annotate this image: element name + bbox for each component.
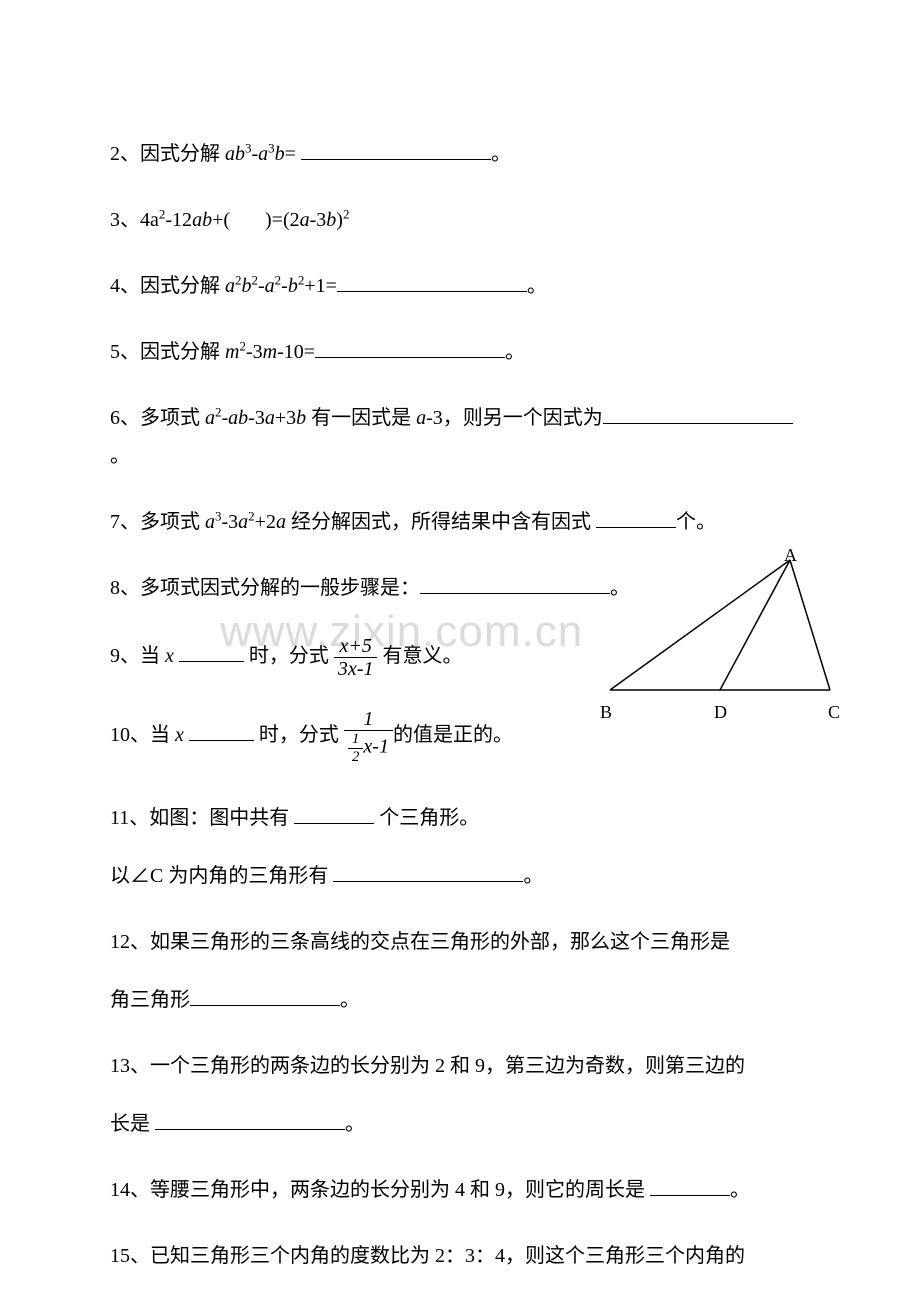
question-12: 12、如果三角形的三条高线的交点在三角形的外部，那么这个三角形是 角三角形 。	[110, 923, 810, 1019]
q2-prefix: 2、因式分解	[110, 143, 225, 165]
question-11: 11、如图：图中共有 个三角形。 以∠C 为内角的三角形有 。	[110, 799, 810, 895]
q7-suffix: 个。	[676, 511, 716, 533]
q10-prefix: 10、当	[110, 724, 175, 746]
triangle-figure: A B C D	[580, 550, 860, 720]
blank	[189, 719, 254, 741]
q4-prefix: 4、因式分解	[110, 275, 225, 297]
q15-text: 15、已知三角形三个内角的度数比为 2：3：4，则这个三角形三个内角的	[110, 1245, 745, 1267]
frac-num: 1	[344, 708, 393, 731]
question-2: 2、因式分解 ab3-a3b= 。	[110, 135, 810, 173]
q11-l1-suffix: 个三角形。	[374, 807, 479, 829]
q2-suffix: 。	[491, 143, 511, 165]
q5-suffix: 。	[505, 341, 525, 363]
blank	[603, 402, 793, 424]
q11-line1: 11、如图：图中共有 个三角形。	[110, 799, 810, 837]
frac-den: 12x-1	[344, 731, 393, 765]
q8-text: 8、多项式因式分解的一般步骤是：	[110, 577, 420, 599]
q5-expr: m2-3m-10=	[225, 341, 315, 363]
q14-text: 14、等腰三角形中，两条边的长分别为 4 和 9，则它的周长是	[110, 1179, 650, 1201]
q9-var: x	[165, 645, 174, 667]
blank	[333, 860, 523, 882]
vertex-d: D	[714, 695, 727, 729]
question-6: 6、多项式 a2-ab-3a+3b 有一因式是 a-3，则另一个因式为。	[110, 399, 810, 475]
q11-l2-prefix: 以∠C 为内角的三角形有	[110, 865, 333, 887]
q11-line2: 以∠C 为内角的三角形有 。	[110, 857, 810, 895]
q4-expr: a2b2-a2-b2+1=	[225, 275, 337, 297]
q6-prefix: 6、多项式	[110, 407, 205, 429]
question-14: 14、等腰三角形中，两条边的长分别为 4 和 9，则它的周长是 。	[110, 1171, 810, 1209]
question-13: 13、一个三角形的两条边的长分别为 2 和 9，第三边为奇数，则第三边的 长是 …	[110, 1047, 810, 1143]
q12-l2-prefix: 角三角形	[110, 989, 190, 1011]
q6-suffix: 。	[110, 445, 130, 467]
fraction: x+53x-1	[334, 635, 378, 680]
q13-line1: 13、一个三角形的两条边的长分别为 2 和 9，第三边为奇数，则第三边的	[110, 1047, 810, 1085]
q9-suffix: 有意义。	[382, 645, 462, 667]
blank	[190, 984, 340, 1006]
q4-suffix: 。	[527, 275, 547, 297]
question-3: 3、4a2-12ab+( )=(2a-3b)2	[110, 201, 810, 239]
q9-mid: 时，分式	[244, 645, 334, 667]
vertex-a: A	[784, 538, 797, 572]
q10-suffix: 的值是正的。	[393, 724, 513, 746]
blank	[650, 1174, 730, 1196]
q7-prefix: 7、多项式	[110, 511, 205, 533]
question-15: 15、已知三角形三个内角的度数比为 2：3：4，则这个三角形三个内角的	[110, 1237, 810, 1275]
blank	[301, 138, 491, 160]
blank	[315, 336, 505, 358]
q2-expr: ab3-a3b=	[225, 143, 301, 165]
q6-expr: a2-ab-3a+3b 有一因式是 a-3，则另一个因式为	[205, 407, 603, 429]
frac-num: x+5	[334, 635, 378, 658]
vertex-b: B	[600, 695, 612, 729]
q12-line2: 角三角形 。	[110, 981, 810, 1019]
q14-suffix: 。	[730, 1179, 750, 1201]
q11-l1-prefix: 11、如图：图中共有	[110, 807, 294, 829]
question-7: 7、多项式 a3-3a2+2a 经分解因式，所得结果中含有因式 个。	[110, 503, 810, 541]
vertex-c: C	[828, 695, 840, 729]
q12-line1: 12、如果三角形的三条高线的交点在三角形的外部，那么这个三角形是	[110, 923, 810, 961]
blank	[155, 1108, 345, 1130]
q11-l2-suffix: 。	[523, 865, 543, 887]
q12-l2-suffix: 。	[340, 989, 360, 1011]
q3-expr: 4a2-12ab+( )=(2a-3b)2	[140, 209, 349, 231]
q13-l2-prefix: 长是	[110, 1113, 155, 1135]
fraction: 112x-1	[344, 708, 393, 765]
q13-line2: 长是 。	[110, 1105, 810, 1143]
q3-prefix: 3、	[110, 209, 140, 231]
q7-expr: a3-3a2+2a 经分解因式，所得结果中含有因式	[205, 511, 596, 533]
blank	[596, 506, 676, 528]
q10-mid: 时，分式	[254, 724, 344, 746]
q5-prefix: 5、因式分解	[110, 341, 225, 363]
blank	[294, 802, 374, 824]
q13-l2-suffix: 。	[345, 1113, 365, 1135]
question-4: 4、因式分解 a2b2-a2-b2+1= 。	[110, 267, 810, 305]
q9-prefix: 9、当	[110, 645, 165, 667]
blank	[179, 640, 244, 662]
blank	[337, 270, 527, 292]
frac-den: 3x-1	[334, 658, 378, 680]
q10-var: x	[175, 724, 184, 746]
question-5: 5、因式分解 m2-3m-10= 。	[110, 333, 810, 371]
